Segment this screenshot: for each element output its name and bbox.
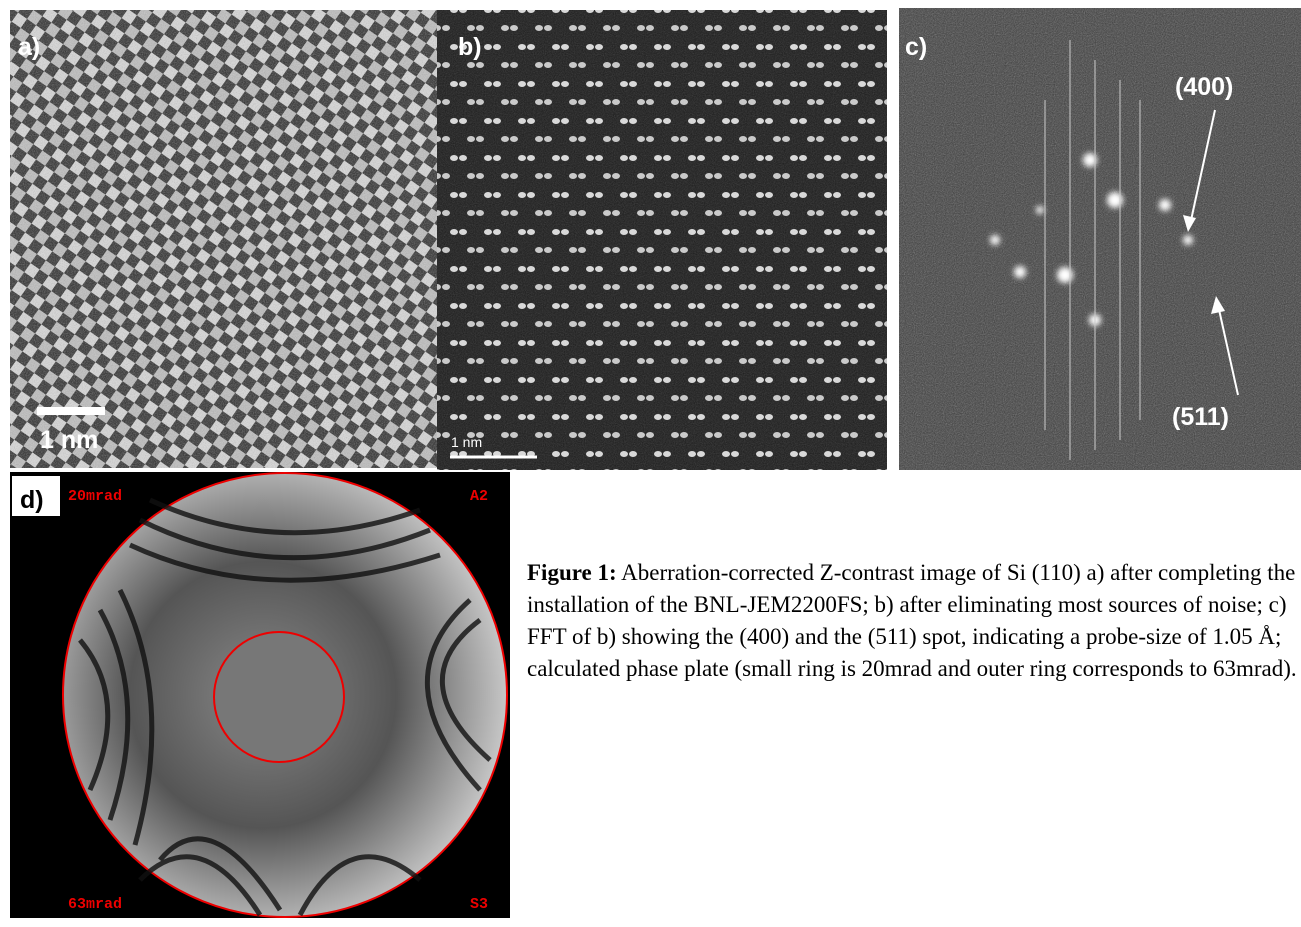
corner-label: 63mrad [68, 896, 122, 913]
panel-c: c) (400) (511) [899, 8, 1301, 470]
scale-bar [37, 407, 105, 415]
panel-label: b) [458, 33, 482, 61]
panel-label: a) [18, 33, 40, 61]
panel-label: c) [905, 33, 927, 61]
figure: a) 1 nm b) 1 nm c) (400) (511) [0, 0, 1301, 927]
panel-d: d) 20mrad A2 63mrad S3 [10, 472, 510, 918]
caption-title: Figure 1: [527, 560, 617, 585]
scale-label: 1 nm [451, 434, 482, 450]
annotation: (511) [1172, 403, 1229, 431]
panel-b: b) 1 nm [437, 10, 887, 470]
panel-label: d) [20, 486, 44, 514]
noise-b [437, 10, 887, 470]
noise-a [10, 10, 437, 468]
annotation: (400) [1175, 73, 1233, 101]
caption-text: Aberration-corrected Z-contrast image of… [527, 560, 1297, 681]
panel-a: a) 1 nm [10, 10, 437, 468]
caption: Figure 1: Aberration-corrected Z-contras… [527, 557, 1301, 685]
inner-ring [214, 632, 344, 762]
noise-c [899, 8, 1301, 470]
page: a) 1 nm b) 1 nm c) (400) (511) [0, 0, 1301, 927]
scale-label: 1 nm [40, 426, 98, 454]
corner-label: S3 [470, 896, 488, 913]
corner-label: A2 [470, 488, 488, 505]
corner-label: 20mrad [68, 488, 122, 505]
